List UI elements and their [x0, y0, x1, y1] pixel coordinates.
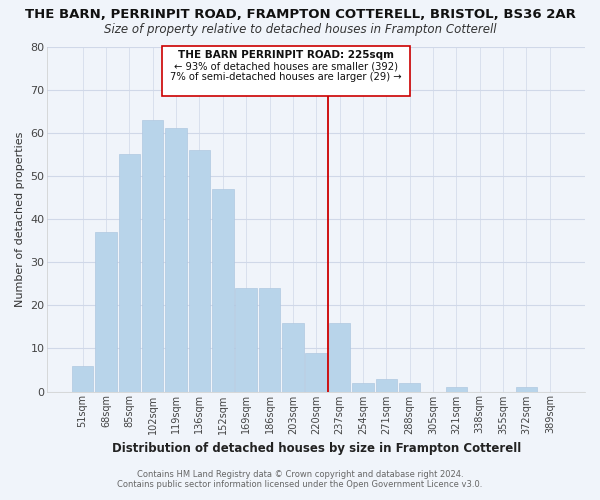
Y-axis label: Number of detached properties: Number of detached properties: [15, 132, 25, 306]
Bar: [399, 383, 421, 392]
Bar: [446, 387, 467, 392]
X-axis label: Distribution of detached houses by size in Frampton Cotterell: Distribution of detached houses by size …: [112, 442, 521, 455]
Text: THE BARN, PERRINPIT ROAD, FRAMPTON COTTERELL, BRISTOL, BS36 2AR: THE BARN, PERRINPIT ROAD, FRAMPTON COTTE…: [25, 8, 575, 20]
Bar: [95, 232, 117, 392]
Bar: [305, 352, 327, 392]
Text: ← 93% of detached houses are smaller (392): ← 93% of detached houses are smaller (39…: [174, 62, 398, 72]
Bar: [282, 322, 304, 392]
Bar: [516, 387, 537, 392]
Bar: [235, 288, 257, 392]
Bar: [166, 128, 187, 392]
Bar: [188, 150, 210, 392]
Bar: [259, 288, 280, 392]
Bar: [119, 154, 140, 392]
Text: 7% of semi-detached houses are larger (29) →: 7% of semi-detached houses are larger (2…: [170, 72, 401, 83]
Bar: [72, 366, 94, 392]
Text: Contains HM Land Registry data © Crown copyright and database right 2024.
Contai: Contains HM Land Registry data © Crown c…: [118, 470, 482, 489]
Bar: [352, 383, 374, 392]
Bar: [376, 378, 397, 392]
Text: THE BARN PERRINPIT ROAD: 225sqm: THE BARN PERRINPIT ROAD: 225sqm: [178, 50, 394, 60]
Bar: [329, 322, 350, 392]
Bar: [212, 189, 233, 392]
Polygon shape: [162, 46, 410, 96]
Bar: [142, 120, 163, 392]
Text: Size of property relative to detached houses in Frampton Cotterell: Size of property relative to detached ho…: [104, 22, 496, 36]
